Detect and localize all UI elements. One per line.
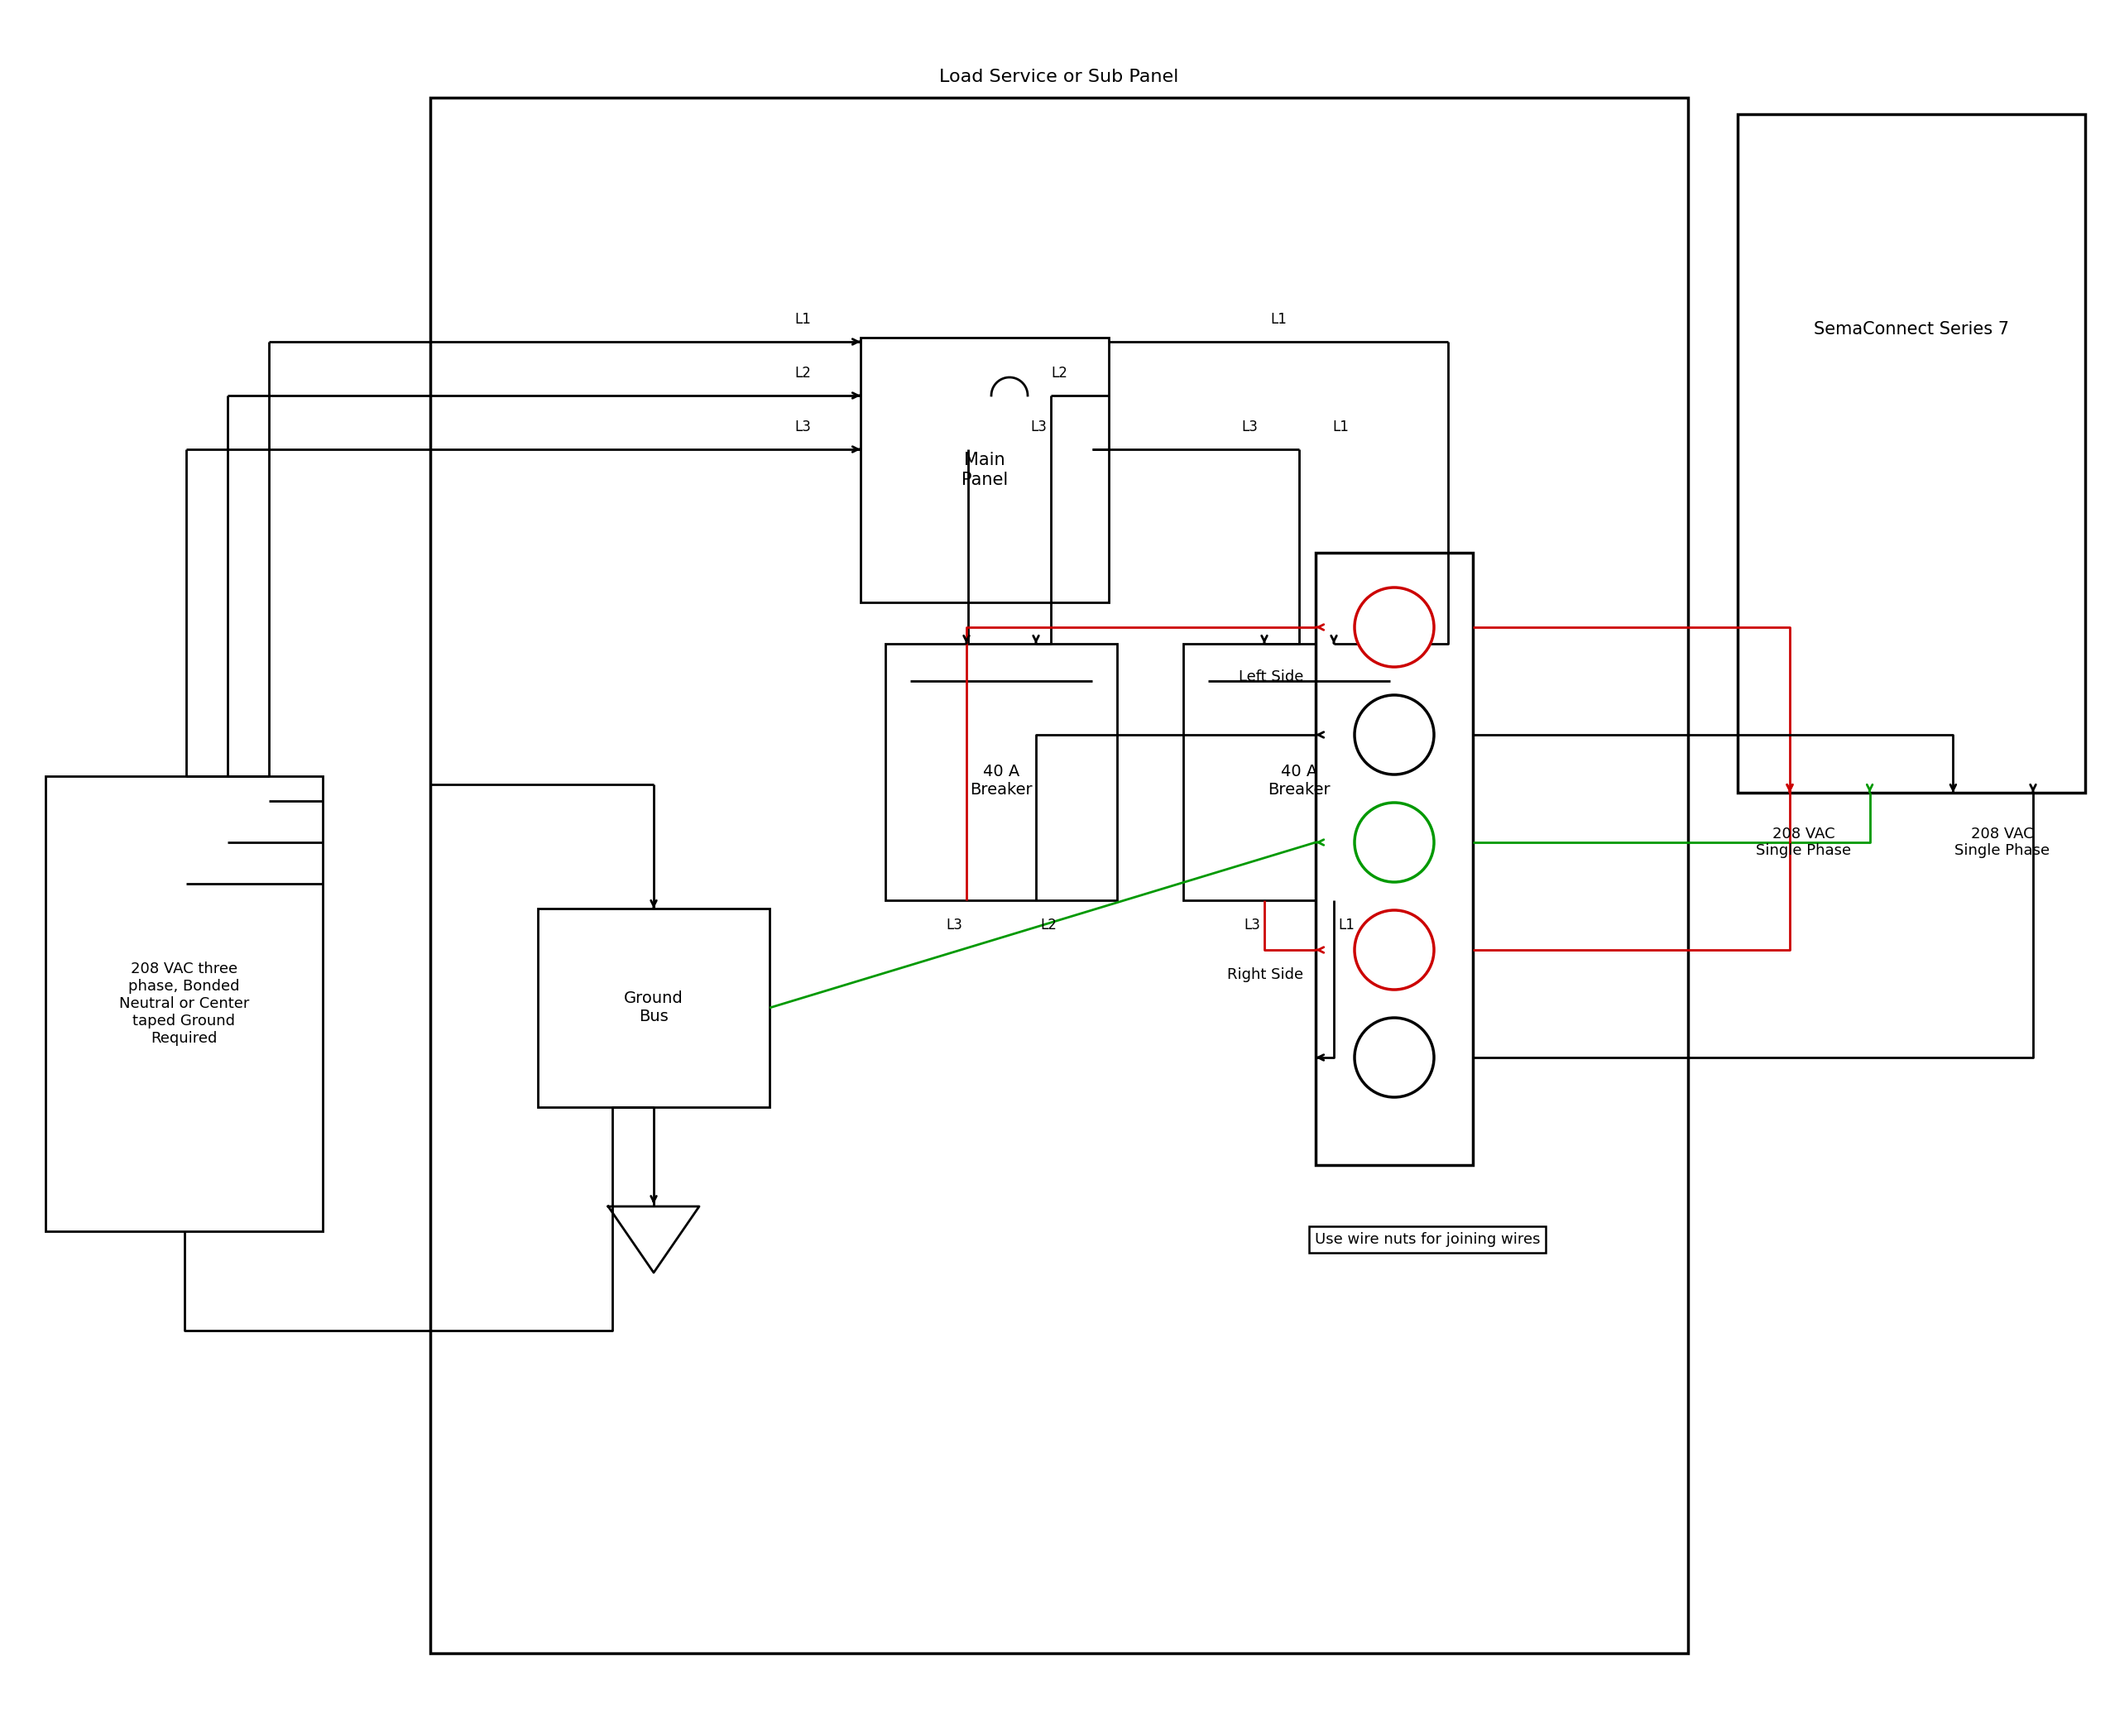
Bar [538, 908, 770, 1108]
Text: L1: L1 [1338, 918, 1355, 932]
Text: Main
Panel: Main Panel [962, 451, 1009, 488]
Bar [886, 644, 1116, 901]
Text: 208 VAC
Single Phase: 208 VAC Single Phase [1954, 826, 2051, 858]
Text: L2: L2 [1040, 918, 1057, 932]
Text: L3: L3 [945, 918, 962, 932]
Text: Use wire nuts for joining wires: Use wire nuts for joining wires [1315, 1233, 1540, 1246]
Text: L2: L2 [793, 366, 810, 380]
Circle shape [1355, 910, 1435, 990]
Text: L2: L2 [1051, 366, 1068, 380]
Text: L3: L3 [1241, 420, 1258, 434]
Text: L1: L1 [1331, 420, 1348, 434]
Text: 40 A
Breaker: 40 A Breaker [1268, 764, 1331, 797]
Text: SemaConnect Series 7: SemaConnect Series 7 [1815, 321, 2009, 337]
Text: 40 A
Breaker: 40 A Breaker [971, 764, 1032, 797]
Bar [1739, 115, 2085, 793]
Text: L3: L3 [793, 420, 810, 434]
Text: Load Service or Sub Panel: Load Service or Sub Panel [939, 69, 1179, 85]
Text: Right Side: Right Side [1228, 967, 1304, 983]
Circle shape [1355, 802, 1435, 882]
Circle shape [1355, 587, 1435, 667]
Text: L3: L3 [1243, 918, 1260, 932]
Circle shape [1355, 694, 1435, 774]
Bar [1317, 552, 1473, 1165]
Bar [430, 97, 1688, 1653]
Text: Ground
Bus: Ground Bus [625, 991, 684, 1024]
Text: 208 VAC three
phase, Bonded
Neutral or Center
taped Ground
Required: 208 VAC three phase, Bonded Neutral or C… [118, 962, 249, 1045]
Bar [46, 776, 323, 1231]
Circle shape [1355, 1017, 1435, 1097]
Text: 208 VAC
Single Phase: 208 VAC Single Phase [1756, 826, 1850, 858]
Text: L1: L1 [793, 312, 810, 326]
Text: Left Side: Left Side [1239, 670, 1304, 684]
Bar [861, 337, 1108, 602]
Text: L3: L3 [1030, 420, 1047, 434]
Bar [1184, 644, 1416, 901]
Text: L1: L1 [1270, 312, 1287, 326]
